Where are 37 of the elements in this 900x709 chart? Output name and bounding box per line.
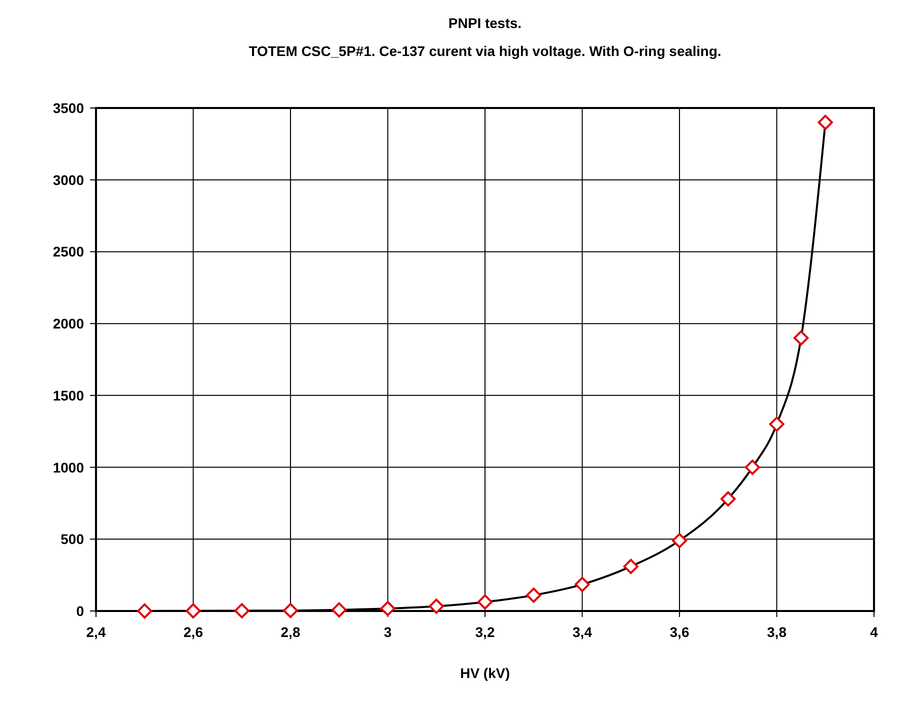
y-tick-label: 3500 (52, 100, 84, 116)
y-tick-label: 2500 (52, 244, 84, 260)
point (672, 533, 688, 548)
point (137, 603, 152, 619)
y-tick-label: 1000 (52, 459, 84, 476)
x-tick-label: 4 (870, 624, 878, 640)
point (477, 594, 493, 610)
y-tick-label: 3000 (52, 172, 84, 188)
point (720, 491, 736, 506)
point (623, 558, 638, 574)
point (574, 576, 590, 592)
x-tick-label: 3,4 (572, 624, 592, 640)
point (793, 330, 809, 346)
point (526, 588, 542, 603)
point (769, 416, 784, 432)
x-tick-label: 3,2 (475, 624, 495, 640)
point (186, 603, 201, 618)
x-tick-label: 2,6 (184, 624, 204, 640)
point (818, 114, 833, 130)
y-tick-label: 0 (76, 603, 84, 619)
x-tick-label: 3,6 (670, 624, 690, 640)
point (428, 598, 444, 614)
x-tick-label: 3,8 (767, 624, 787, 640)
x-tick-label: 3 (384, 624, 392, 640)
point (380, 600, 396, 616)
point (234, 603, 250, 618)
x-tick-label: 2,8 (280, 624, 300, 640)
y-tick-label: 2000 (52, 316, 84, 332)
x-tick-label: 2,4 (86, 624, 106, 640)
x-axis-title: HV (kV) (460, 665, 510, 681)
point (744, 460, 760, 475)
point (332, 602, 347, 618)
chart-title: PNPI tests. (448, 15, 522, 31)
chart-subtitle: TOTEM CSC_5P#1. Ce-137 curent via high voltage. With O-ring sealing. (248, 43, 722, 59)
y-tick-label: 500 (60, 531, 84, 548)
point (282, 603, 298, 618)
y-tick-label: 1500 (52, 387, 84, 404)
